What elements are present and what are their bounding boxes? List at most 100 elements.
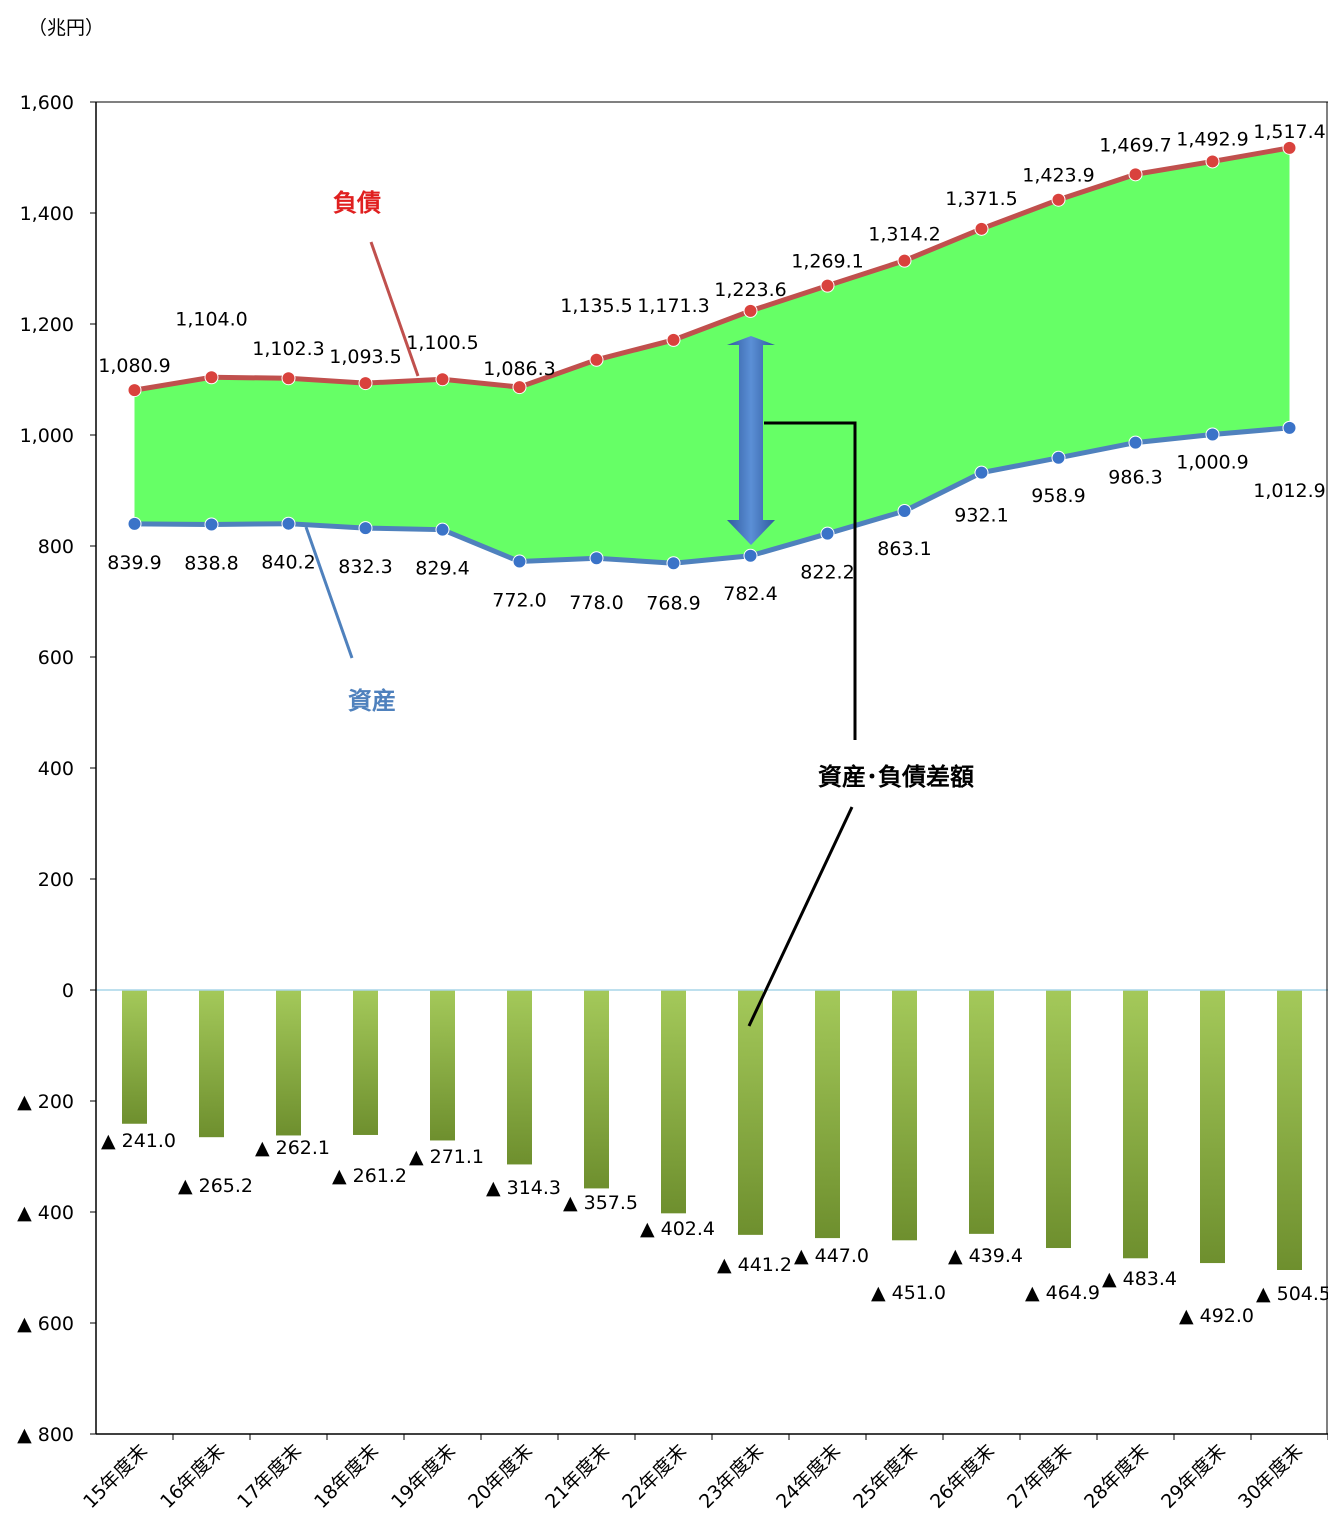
difference-bar xyxy=(1200,990,1225,1264)
line-layer xyxy=(134,145,1290,566)
assets-marker xyxy=(666,556,681,571)
x-category-label: 19年度末 xyxy=(387,1440,460,1513)
difference-data-label: ▲ 314.3 xyxy=(486,1177,561,1199)
assets-data-label: 1,012.9 xyxy=(1253,480,1326,502)
liabilities-marker xyxy=(358,376,373,391)
difference-data-label: ▲ 271.1 xyxy=(409,1146,484,1168)
x-category-label: 24年度末 xyxy=(772,1440,845,1513)
liabilities-data-label: 1,080.9 xyxy=(98,355,171,377)
liabilities-annotation-label: 負債 xyxy=(333,189,381,217)
liabilities-marker xyxy=(127,383,142,398)
liabilities-marker xyxy=(435,372,450,387)
liabilities-marker xyxy=(743,303,758,318)
liabilities-data-label: 1,469.7 xyxy=(1099,134,1172,156)
difference-bar-leader-line xyxy=(747,806,854,1027)
bar-layer xyxy=(122,990,1302,1270)
liabilities-marker xyxy=(204,370,219,385)
assets-data-label: 768.9 xyxy=(646,592,700,614)
assets-marker xyxy=(281,516,296,531)
difference-bar xyxy=(1123,990,1148,1259)
x-category-label: 27年度末 xyxy=(1003,1440,1076,1513)
assets-marker xyxy=(204,517,219,532)
x-category-label: 25年度末 xyxy=(849,1440,922,1513)
y-tick-label: 0 xyxy=(62,980,74,1002)
label-layer: 1,080.9 1,104.01,102.3 1,093.51,100.51,086… xyxy=(98,121,1328,1327)
assets-marker xyxy=(743,548,758,563)
difference-bar xyxy=(507,990,532,1165)
liabilities-data-label: 1,371.5 xyxy=(945,188,1018,210)
y-tick-label: ▲ 800 xyxy=(17,1424,74,1446)
x-category-label: 20年度末 xyxy=(464,1440,537,1513)
difference-data-label: ▲ 241.0 xyxy=(101,1130,176,1152)
x-category-label: 22年度末 xyxy=(618,1440,691,1513)
x-category-label: 17年度末 xyxy=(233,1440,306,1513)
liabilities-marker xyxy=(1051,192,1066,207)
assets-marker xyxy=(1205,427,1220,442)
y-tick-label: 800 xyxy=(38,536,74,558)
difference-bar xyxy=(276,990,301,1136)
assets-marker xyxy=(358,521,373,536)
assets-data-label: 986.3 xyxy=(1108,467,1162,489)
liabilities-data-label: 1,104.0 xyxy=(175,308,248,330)
y-tick-label: ▲ 400 xyxy=(17,1202,74,1224)
liabilities-data-label: 1,135.5 xyxy=(560,295,633,317)
liabilities-data-label: 1,492.9 xyxy=(1176,128,1249,150)
liabilities-annotation: 負債 xyxy=(333,189,420,377)
difference-bar xyxy=(892,990,917,1241)
assets-marker xyxy=(974,465,989,480)
assets-marker xyxy=(820,526,835,541)
x-category-label: 15年度末 xyxy=(79,1440,152,1513)
difference-data-label: ▲ 492.0 xyxy=(1179,1305,1254,1327)
difference-data-label: ▲ 451.0 xyxy=(871,1282,946,1304)
y-tick-label: ▲ 200 xyxy=(17,1091,74,1113)
assets-marker xyxy=(1051,450,1066,465)
difference-data-label: ▲ 439.4 xyxy=(948,1245,1023,1267)
assets-data-label: 932.1 xyxy=(954,505,1008,527)
assets-marker xyxy=(897,503,912,518)
assets-annotation: 資産 xyxy=(304,526,396,715)
difference-data-label: ▲ 265.2 xyxy=(178,1175,253,1197)
x-category-label: 26年度末 xyxy=(926,1440,999,1513)
difference-data-label: ▲ 464.9 xyxy=(1025,1282,1100,1304)
difference-data-label: ▲ 357.5 xyxy=(563,1192,638,1214)
difference-leader-line xyxy=(764,421,857,740)
liabilities-data-label: 1,517.4 xyxy=(1253,121,1326,143)
difference-bar xyxy=(661,990,686,1214)
x-category-label: 28年度末 xyxy=(1080,1440,1153,1513)
x-category-label: 21年度末 xyxy=(541,1440,614,1513)
difference-area xyxy=(134,147,1290,564)
y-tick-label: 1,400 xyxy=(20,203,74,225)
plot-area: 1,080.9 1,104.01,102.3 1,093.51,100.51,086… xyxy=(96,121,1328,1327)
y-tick-label: 1,000 xyxy=(20,425,74,447)
liabilities-data-label: 1,086.3 xyxy=(483,358,556,380)
assets-annotation-label: 資産 xyxy=(348,687,396,715)
liabilities-data-label: 1,171.3 xyxy=(637,295,710,317)
difference-data-label: ▲ 504.5 xyxy=(1256,1283,1328,1305)
assets-marker xyxy=(127,516,142,531)
liabilities-data-label: 1,314.2 xyxy=(868,224,941,246)
x-category-label: 29年度末 xyxy=(1157,1440,1230,1513)
liabilities-data-label: 1,102.3 xyxy=(252,338,325,360)
assets-data-label: 822.2 xyxy=(800,562,854,584)
difference-annotation: 資産･負債差額 xyxy=(727,336,974,1027)
difference-data-label: ▲ 262.1 xyxy=(255,1137,330,1159)
assets-data-label: 832.3 xyxy=(338,556,392,578)
assets-data-label: 863.1 xyxy=(877,538,931,560)
x-category-label: 23年度末 xyxy=(695,1440,768,1513)
liabilities-marker xyxy=(281,371,296,386)
difference-bar xyxy=(738,990,763,1235)
assets-data-label: 829.4 xyxy=(415,558,469,580)
liabilities-line xyxy=(134,145,1290,393)
difference-data-label: ▲ 261.2 xyxy=(332,1165,407,1187)
liabilities-marker xyxy=(589,352,604,367)
liabilities-data-label: 1,423.9 xyxy=(1022,165,1095,187)
marker-layer xyxy=(127,140,1297,571)
x-category-label: 18年度末 xyxy=(310,1440,383,1513)
double-arrow-icon xyxy=(727,336,775,545)
difference-data-label: ▲ 447.0 xyxy=(794,1245,869,1267)
assets-data-label: 782.4 xyxy=(723,583,777,605)
difference-bar xyxy=(815,990,840,1239)
assets-marker xyxy=(589,551,604,566)
assets-marker xyxy=(435,522,450,537)
assets-data-label: 1,000.9 xyxy=(1176,452,1249,474)
